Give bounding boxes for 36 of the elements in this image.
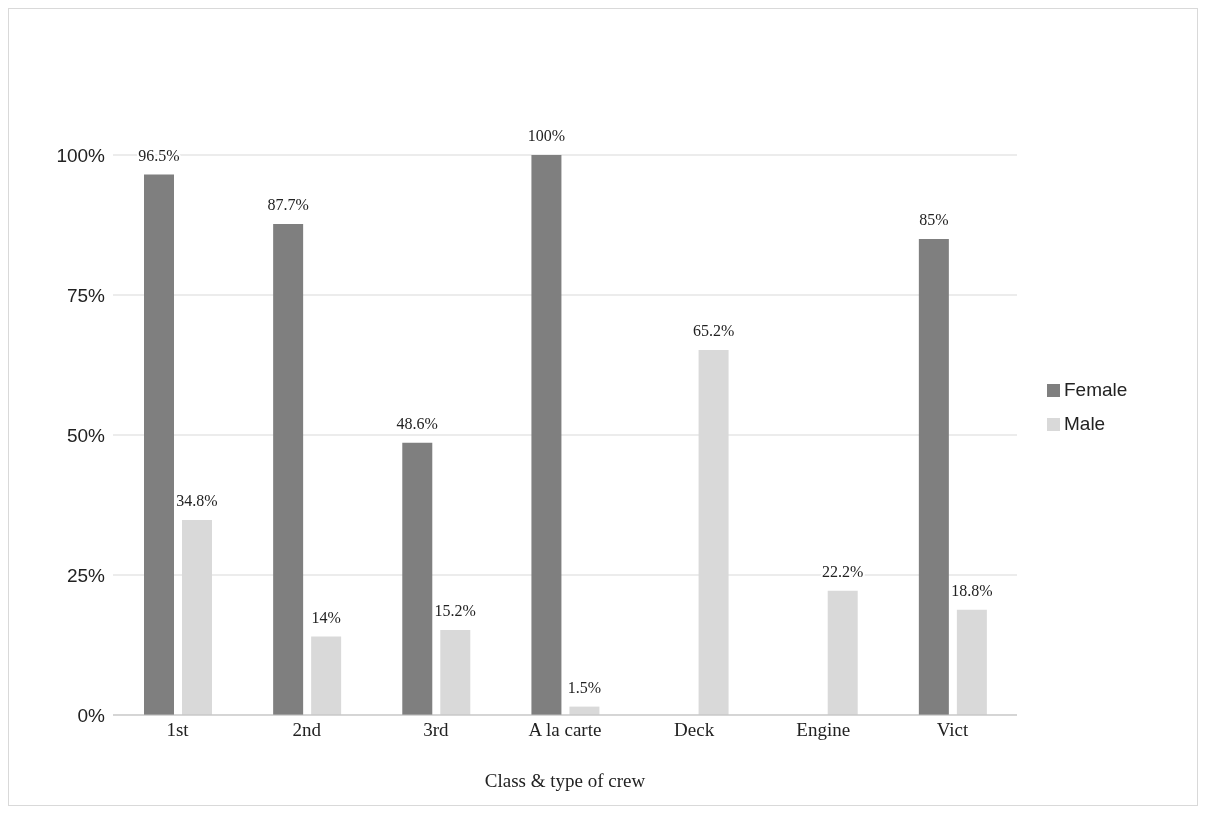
bar (311, 636, 342, 715)
y-tick-label: 100% (56, 144, 106, 166)
data-label: 18.8% (951, 581, 993, 599)
data-label: 1.5% (567, 678, 602, 696)
x-tick-label: Vict (936, 719, 969, 741)
bar (956, 609, 987, 715)
data-label: 15.2% (434, 601, 476, 619)
bar (531, 155, 562, 715)
x-tick-label: A la carte (528, 719, 602, 741)
y-tick-label: 75% (66, 284, 106, 306)
bar (827, 590, 858, 715)
data-label: 85% (919, 211, 949, 228)
bar (402, 442, 433, 715)
data-label: 65.2% (692, 321, 735, 339)
bar (273, 223, 304, 715)
x-tick-label: 2nd (292, 719, 322, 741)
y-tick-label: 50% (66, 424, 106, 446)
data-label: 87.7% (267, 195, 309, 213)
data-label: 96.5% (138, 146, 180, 164)
y-tick-label: 25% (66, 564, 106, 586)
legend-label: Female (1064, 379, 1128, 400)
data-label: 34.8% (176, 492, 218, 510)
x-tick-label: Engine (796, 719, 851, 741)
x-tick-label: 1st (166, 719, 190, 741)
bar (144, 174, 174, 715)
bar (440, 629, 471, 715)
y-tick-label: 0% (77, 704, 106, 726)
x-tick-label: 3rd (423, 719, 450, 741)
data-label: 100% (527, 127, 566, 144)
bar (918, 239, 949, 715)
x-tick-label: Deck (674, 719, 715, 741)
data-label: 48.6% (396, 414, 438, 432)
x-axis-title: Class & type of crew (484, 770, 646, 791)
data-label: 22.2% (822, 562, 864, 580)
data-label: 14% (311, 608, 341, 626)
legend-label: Male (1064, 413, 1106, 434)
